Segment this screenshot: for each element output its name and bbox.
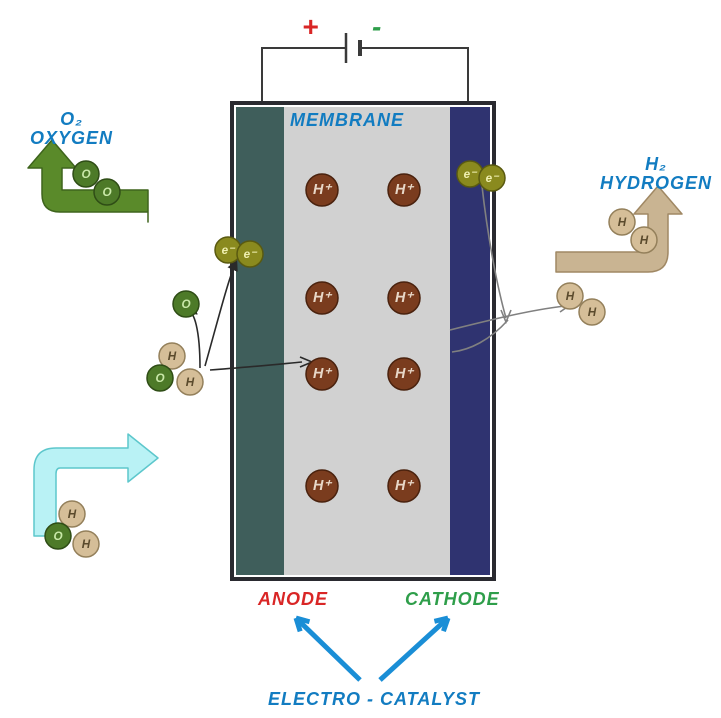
svg-text:H⁺: H⁺ [395,366,414,382]
svg-text:e⁻: e⁻ [222,244,237,257]
svg-text:H: H [168,350,177,363]
svg-text:O: O [181,298,190,311]
label-h2: H₂ HYDROGEN [600,155,712,193]
svg-text:H⁺: H⁺ [313,290,332,306]
svg-text:H: H [618,216,627,229]
label-membrane: MEMBRANE [290,111,404,130]
svg-text:H: H [68,508,77,521]
svg-text:H⁺: H⁺ [313,366,332,382]
svg-text:e⁻: e⁻ [486,172,501,185]
svg-text:H: H [566,290,575,303]
svg-text:O: O [81,168,90,181]
svg-text:e⁻: e⁻ [464,168,479,181]
label-cathode: CATHODE [405,590,500,609]
svg-text:H: H [82,538,91,551]
electrolysis-diagram: OOOHOHHOHe⁻e⁻e⁻e⁻H⁺H⁺H⁺H⁺H⁺H⁺H⁺H⁺HHHH +-… [0,0,721,713]
svg-text:H⁺: H⁺ [313,478,332,494]
svg-text:H: H [186,376,195,389]
svg-text:H⁺: H⁺ [395,290,414,306]
svg-text:H⁺: H⁺ [395,478,414,494]
svg-text:e⁻: e⁻ [244,248,259,261]
svg-text:O: O [155,372,164,385]
svg-text:H⁺: H⁺ [395,182,414,198]
label-electrocat: ELECTRO - CATALYST [268,690,480,709]
svg-text:O: O [53,530,62,543]
svg-text:O: O [102,186,111,199]
label-anode: ANODE [258,590,328,609]
diagram-svg: OOOHOHHOHe⁻e⁻e⁻e⁻H⁺H⁺H⁺H⁺H⁺H⁺H⁺H⁺HHHH [0,0,721,713]
label-o2: O₂ OXYGEN [30,110,113,148]
svg-text:H: H [640,234,649,247]
svg-text:H: H [588,306,597,319]
label-plus: + [302,12,319,41]
label-minus: - [372,12,382,41]
svg-text:H⁺: H⁺ [313,182,332,198]
